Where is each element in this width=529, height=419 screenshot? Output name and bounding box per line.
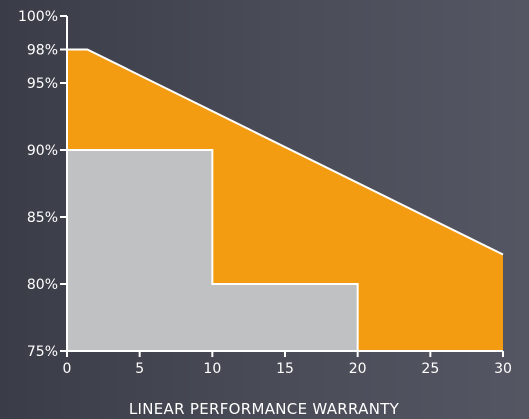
- y-tick-label: 95%: [27, 76, 58, 92]
- x-tick-label: 10: [203, 361, 221, 377]
- chart-ticks: 75% 80% 85% 90% 95% 98% 100% 0 5 10 15 20 25 30: [18, 9, 512, 377]
- y-tick-label: 75%: [27, 344, 58, 360]
- y-tick-label: 80%: [27, 277, 58, 293]
- x-tick-label: 0: [63, 361, 72, 377]
- series-1-line: [67, 149, 359, 351]
- x-tick-label: 20: [349, 361, 367, 377]
- series-0-line: [67, 48, 504, 256]
- y-tick-label: 90%: [27, 143, 58, 159]
- y-tick-label: 98%: [27, 43, 58, 59]
- y-tick-label: 100%: [18, 9, 58, 25]
- y-tick-label: 85%: [27, 210, 58, 226]
- x-tick-label: 30: [494, 361, 512, 377]
- chart-areas: [67, 48, 504, 351]
- x-tick-label: 5: [135, 361, 144, 377]
- x-tick-label: 15: [276, 361, 294, 377]
- x-axis-title: LINEAR PERFORMANCE WARRANTY: [129, 400, 400, 418]
- x-tick-label: 25: [421, 361, 439, 377]
